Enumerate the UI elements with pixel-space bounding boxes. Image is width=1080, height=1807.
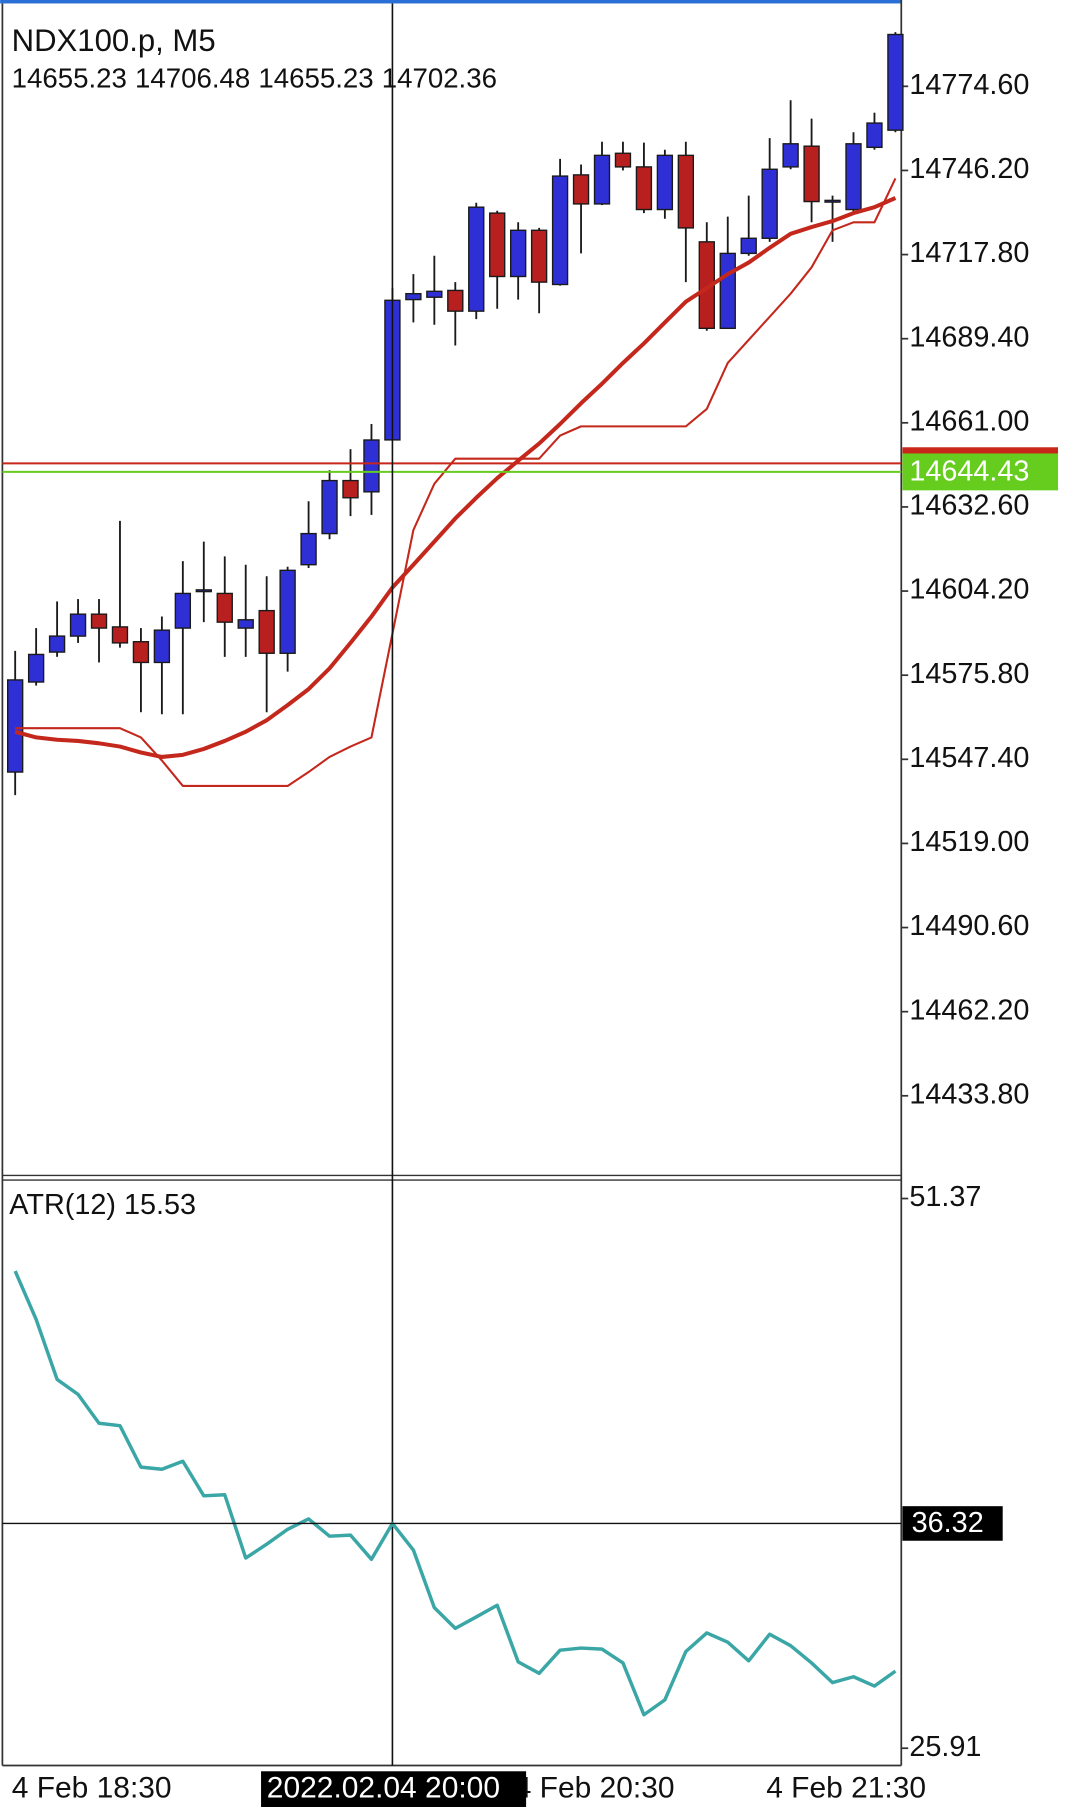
candle-body [69, 613, 87, 637]
indicator-line [13, 1270, 897, 1717]
candle-body [237, 619, 254, 629]
close-value: 14702.36 [382, 63, 497, 94]
candle-body [593, 154, 611, 205]
crosshair-time-label: 2022.02.04 20:00 [267, 1772, 500, 1805]
candle-body [300, 532, 317, 566]
candle-body [551, 175, 569, 286]
y-tick-label: 14490.60 [909, 910, 1029, 942]
y-tick-label: 14661.00 [909, 405, 1029, 437]
crosshair-time-box [261, 1771, 527, 1807]
candle-body [447, 289, 464, 312]
top-bar [0, 0, 902, 4]
candle-body [489, 212, 506, 278]
candle-body [90, 613, 108, 629]
moving-average [14, 196, 897, 759]
candle-body [48, 635, 66, 653]
y-tick-label: 14519.00 [909, 826, 1029, 858]
candle-body [6, 679, 24, 773]
y-tick-label: 14462.20 [909, 994, 1029, 1026]
x-tick-label: 4 Feb 20:30 [515, 1772, 675, 1805]
low-value: 14655.23 [258, 63, 373, 94]
crosshair-value-label: 36.32 [912, 1507, 984, 1539]
candle-body [132, 641, 150, 664]
candle-body [866, 122, 883, 149]
candle-body [719, 252, 736, 330]
candle-body [677, 154, 695, 229]
candle-body [614, 152, 632, 168]
y-tick-label: 51.37 [909, 1181, 981, 1213]
y-tick-label: 14774.60 [909, 69, 1029, 101]
candle-body [153, 629, 171, 664]
candle-body [468, 206, 485, 312]
ohlc-readout: 14655.23 14706.48 14655.23 14702.36 [12, 63, 497, 94]
candle-body [258, 609, 275, 654]
candle-body [761, 168, 778, 239]
candle-body [216, 592, 233, 623]
x-tick-label: 4 Feb 21:30 [766, 1772, 926, 1805]
y-tick-label: 14433.80 [909, 1078, 1029, 1110]
open-value: 14655.23 [12, 63, 127, 94]
candle-body [174, 592, 192, 629]
candle-body [111, 626, 129, 644]
y-tick-label: 14632.60 [909, 490, 1029, 522]
candle-body [824, 199, 841, 203]
candle-body [803, 145, 820, 203]
candle-body [572, 174, 590, 205]
indicator-title: ATR(12) 15.53 [9, 1189, 196, 1221]
candle-body [279, 569, 296, 654]
candle-body [405, 292, 422, 301]
candle-body [27, 653, 45, 683]
y-tick-label: 25.91 [909, 1731, 981, 1763]
candle-body [635, 166, 653, 211]
candle-body [530, 229, 548, 283]
price-tag-label: 14644.43 [909, 456, 1029, 488]
chart-title: NDX100.p, M5 [12, 23, 216, 58]
candle-body [740, 237, 757, 255]
candle-body [887, 33, 904, 131]
y-tick-label: 14746.20 [909, 153, 1029, 185]
y-tick-label: 14604.20 [909, 574, 1029, 606]
y-tick-label: 14689.40 [909, 321, 1029, 353]
candle-body [342, 479, 359, 499]
candle-body [321, 479, 338, 535]
y-tick-label: 14575.80 [909, 658, 1029, 690]
y-tick-label: 14547.40 [909, 742, 1029, 774]
moving-average [15, 178, 897, 788]
crosshair-value-box [902, 1506, 1003, 1541]
candle-body [656, 154, 674, 211]
candle-body [363, 439, 380, 493]
x-tick-label: 4 Feb 18:30 [12, 1772, 172, 1805]
candle-body [782, 143, 799, 168]
price-tag [902, 453, 1059, 491]
high-value: 14706.48 [135, 63, 250, 94]
candle-body [509, 229, 527, 278]
candle-body [195, 589, 212, 593]
y-tick-label: 14717.80 [909, 237, 1029, 269]
candle-body [845, 143, 862, 211]
candle-body [426, 290, 443, 298]
